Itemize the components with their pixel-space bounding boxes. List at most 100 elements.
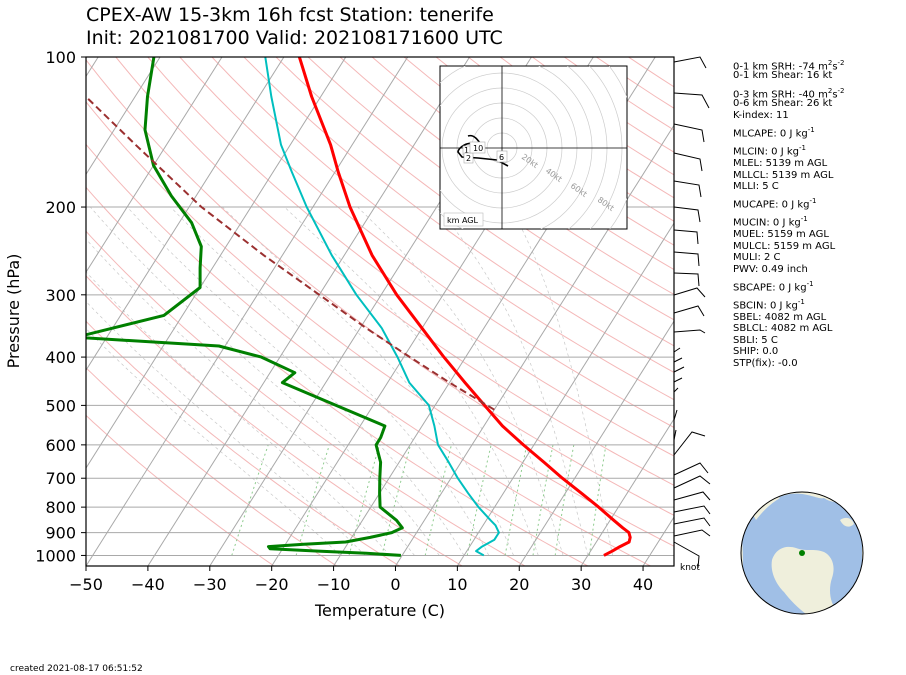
moist-adiabat: [90, 206, 440, 556]
index-line: MUCAPE: 0 J kg-1: [733, 197, 817, 211]
mixing-ratio-line: [504, 444, 528, 556]
wind-barb: [673, 462, 711, 489]
mixing-ratio-line: [554, 444, 575, 556]
plot-frame: [85, 56, 675, 567]
x-tick-label: −30: [193, 575, 227, 594]
index-line: 0-3 km SRH: -40 m2s-2: [733, 87, 845, 101]
y-axis-label: Pressure (hPa): [4, 254, 23, 369]
dry-adiabat: [86, 186, 589, 566]
isotherm: [86, 57, 161, 176]
index-line: 0-1 km Shear: 16 kt: [733, 70, 833, 81]
isotherm: [147, 57, 471, 566]
dry-adiabat: [179, 57, 674, 429]
index-line: SBCAPE: 0 J kg-1: [733, 280, 814, 294]
created-timestamp: created 2021-08-17 06:51:52: [10, 664, 143, 674]
index-line: MLLI: 5 C: [733, 181, 779, 192]
x-tick-label: −10: [317, 575, 351, 594]
wind-barb: [673, 287, 706, 298]
temperature-profile: [297, 57, 632, 557]
index-line: MLEL: 5139 m AGL: [733, 158, 828, 169]
index-line: SBLCL: 4082 m AGL: [733, 323, 833, 334]
y-tick-label: 100: [45, 48, 76, 67]
isotherm: [86, 57, 409, 566]
index-line: SHIP: 0.0: [733, 346, 779, 357]
wind-barb: [673, 347, 685, 393]
hodo-height-label: 1: [464, 146, 469, 155]
wind-barb: [673, 206, 701, 223]
x-axis-label: Temperature (C): [314, 601, 445, 620]
hodo-legend: km AGL: [447, 216, 479, 225]
y-tick-label: 900: [45, 524, 76, 543]
wind-barb: [673, 180, 702, 198]
mixing-ratio-line: [466, 444, 492, 556]
dry-adiabat: [339, 57, 674, 296]
chart-title-line2: Init: 2021081700 Valid: 202108171600 UTC: [86, 27, 503, 49]
wind-barb: [673, 56, 707, 69]
index-line: MLCAPE: 0 J kg-1: [733, 126, 815, 140]
hodograph-inset: 20kt 40kt 60kt 80kt 1 2 10 6 km AGL: [439, 65, 628, 230]
wind-barb: [673, 152, 703, 172]
dry-adiabat: [243, 57, 674, 373]
isotherm: [395, 124, 674, 566]
x-tick-label: 20: [509, 575, 529, 594]
station-marker: [799, 550, 805, 556]
index-line: SBEL: 4082 m AGL: [733, 312, 827, 323]
wind-barb: [673, 400, 678, 460]
x-tick-label: −50: [69, 575, 103, 594]
wind-barbs: [673, 56, 711, 569]
y-tick-label: 200: [45, 198, 76, 217]
y-tick-label: 1000: [35, 546, 76, 565]
dry-adiabat: [275, 57, 674, 347]
mixing-ratio-line: [424, 444, 452, 556]
wind-barb: [673, 123, 705, 143]
index-line: SBLI: 5 C: [733, 335, 778, 346]
isotherm: [518, 320, 674, 566]
wind-barb: [673, 541, 700, 569]
parcel-profile: [86, 95, 495, 411]
hodo-height-label: 10: [473, 144, 483, 153]
wind-barb: [673, 491, 711, 515]
y-tick-label: 700: [45, 469, 76, 488]
moist-adiabat: [222, 206, 514, 556]
index-line: PWV: 0.49 inch: [733, 264, 808, 275]
hodo-height-label: 6: [499, 153, 504, 162]
index-line: MLLCL: 5139 m AGL: [733, 170, 834, 181]
x-tick-label: −40: [131, 575, 165, 594]
wind-barb: [673, 431, 706, 456]
index-line: STP(fix): -0.0: [733, 358, 798, 369]
dry-adiabat: [371, 57, 674, 271]
mixing-ratio-line: [588, 444, 607, 556]
moist-adiabat: [86, 271, 391, 556]
index-line: K-index: 11: [733, 110, 789, 121]
index-line: 0-6 km Shear: 26 kt: [733, 98, 833, 109]
wind-barb: [673, 229, 699, 245]
dry-adiabat: [86, 367, 337, 566]
dry-adiabat: [211, 57, 674, 401]
x-tick-label: 40: [633, 575, 653, 594]
wind-barb: [673, 92, 710, 109]
dewpoint-profile: [86, 57, 404, 557]
index-line: MUCIN: 0 J kg-1: [733, 215, 808, 229]
y-tick-label: 500: [45, 396, 76, 415]
isotherm: [86, 57, 223, 274]
dry-adiabat: [86, 59, 674, 516]
hodo-height-label: 2: [466, 154, 471, 163]
dry-adiabat: [86, 414, 275, 566]
isotherm: [86, 57, 347, 470]
isotherm: [580, 418, 674, 566]
y-tick-label: 600: [45, 436, 76, 455]
y-tick-label: 800: [45, 498, 76, 517]
index-line: MUEL: 5159 m AGL: [733, 229, 829, 240]
index-line: SBCIN: 0 J kg-1: [733, 298, 805, 312]
dry-adiabat: [147, 57, 674, 457]
dry-adiabat: [307, 57, 674, 321]
dry-adiabat: [86, 320, 400, 566]
index-line: MULI: 2 C: [733, 252, 781, 263]
dry-adiabat: [115, 57, 674, 486]
x-tick-label: 10: [447, 575, 467, 594]
moist-adiabat: [510, 206, 613, 556]
y-tick-label: 300: [45, 286, 76, 305]
x-tick-label: −20: [255, 575, 289, 594]
locator-globe: [740, 491, 864, 615]
